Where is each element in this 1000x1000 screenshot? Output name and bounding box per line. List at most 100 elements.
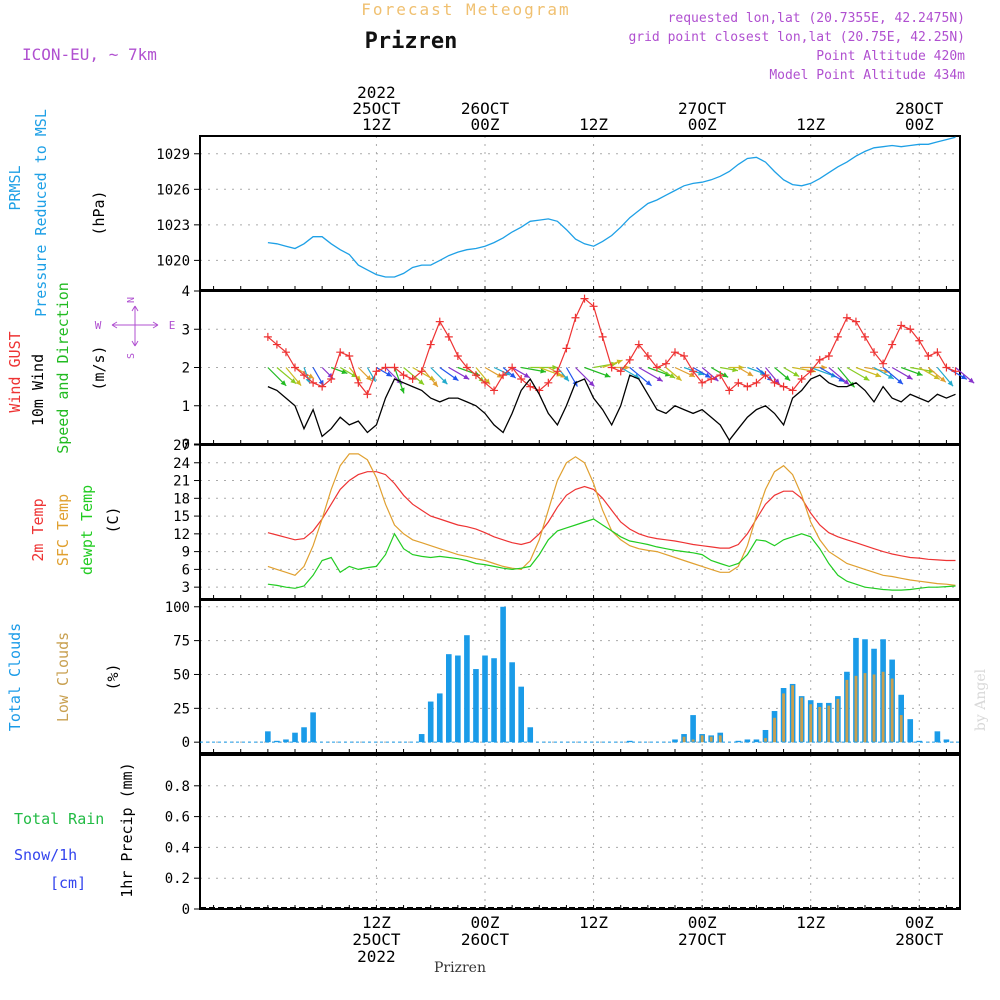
low-cloud-bar [854,675,858,743]
gust-marker [680,352,689,361]
total-cloud-bar [446,654,452,743]
total-cloud-bar [762,729,769,743]
wind-arrow-head [947,380,954,387]
top-time-label: 12Z [362,115,391,134]
rain-label: Total Rain [14,810,104,828]
precip-panel: 0 0.2 0.4 0.6 0.8 [165,754,961,918]
top-time-label: 25OCT [352,99,401,118]
wind-arrow-head [540,368,547,374]
point-altitude: Point Altitude 420m [816,49,965,64]
pressure-label-b: Pressure Reduced to MSL [32,109,50,317]
top-time-label: 12Z [579,115,608,134]
gust-marker [272,340,281,349]
pressure-ytick-label: 1029 [156,147,190,163]
wind-ytick-label: 2 [182,361,190,377]
clouds-frame [199,599,961,754]
wind-arrow-head [295,379,302,386]
wind-arrow-head [897,378,904,385]
temp-dewpt-label: dewpt Temp [78,485,96,575]
gust-marker [553,367,562,376]
low-cloud-bar [791,685,795,743]
total-cloud-bar [500,606,506,743]
top-time-label: 26OCT [461,99,510,118]
gust-marker [607,363,616,372]
wind-speed-line [267,374,956,442]
temp-dewpt-line [267,518,956,591]
gust-marker [634,340,643,349]
total-cloud-bar [907,719,914,743]
total-clouds-label: Total Clouds [6,623,24,731]
total-cloud-bar [943,739,950,743]
grid-point-coords: grid point closest lon,lat (20.75E, 42.2… [628,30,965,45]
precip-ytick-label: 0 [182,902,190,918]
precip-frame [199,754,961,910]
wind-arrow-head [704,372,711,378]
wind-arrow-head [588,380,595,387]
watermark: by Angel [973,668,989,731]
snow-unit: [cm] [50,874,86,892]
total-cloud-bar [934,731,941,743]
clouds-unit: (%) [104,663,122,690]
clouds-ytick-label: 25 [173,701,190,717]
low-cloud-bar [764,738,767,743]
wind-arrow-head [722,372,729,378]
low-cloud-bar [691,739,695,743]
gust-marker [589,302,598,311]
temp-sfc-label: SFC Temp [54,494,72,566]
temp-2m-label: 2m Temp [29,498,47,561]
gust-marker [797,374,806,383]
gust-marker [933,348,942,357]
bottom-time-label: 2022 [357,947,396,966]
total-cloud-bar [283,739,289,743]
wind-arrow-head [887,373,894,379]
bottom-time-label: 12Z [362,913,391,932]
wind-arrow-head [712,375,719,382]
gust-marker [300,371,309,380]
temp-unit: (C) [104,506,122,533]
low-cloud-bar [872,674,876,743]
wind-ytick-label: 4 [182,284,190,300]
wind-arrow-head [399,387,405,394]
bottom-time-label: 00Z [688,913,717,932]
wind-arrow-head [916,370,923,376]
total-cloud-bar [527,727,534,743]
gust-marker [661,359,670,368]
gust-marker [336,348,345,357]
bottom-time-label: 12Z [579,913,608,932]
compass-w: W [95,319,102,332]
gust-marker [318,382,327,391]
precip-ytick-label: 0.4 [165,840,190,856]
wind-arrow-head [675,375,682,381]
total-cloud-bar [744,739,751,743]
top-time-label: 00Z [905,115,934,134]
gust-marker [471,371,480,380]
gust-marker [842,313,851,322]
wind-arrow-head [843,379,850,385]
precip-ytick-label: 0.2 [165,871,190,887]
gust-marker [481,378,489,387]
total-cloud-bar [292,732,298,743]
temperature-ytick-label: 6 [182,562,190,578]
gust-marker [906,325,915,334]
temperature-ytick-label: 18 [173,491,190,507]
gust-marker [897,321,906,330]
gust-marker [942,363,951,372]
total-cloud-bar [455,655,461,743]
wind-arrow-head [793,371,800,377]
gust-marker [462,363,471,372]
gust-marker [770,378,779,387]
total-cloud-bar [436,693,443,743]
gust-marker [643,352,652,361]
gust-marker [870,348,879,357]
temperature-ytick-label: 27 [173,438,190,454]
top-time-label: 00Z [688,115,717,134]
low-cloud-bar [709,736,713,743]
gust-marker [707,374,716,383]
gust-marker [671,348,679,357]
gust-marker [888,340,897,349]
gust-marker [526,382,535,391]
gust-marker [879,359,888,368]
wind-ytick-label: 0 [182,437,190,453]
low-clouds-label: Low Clouds [54,632,72,722]
